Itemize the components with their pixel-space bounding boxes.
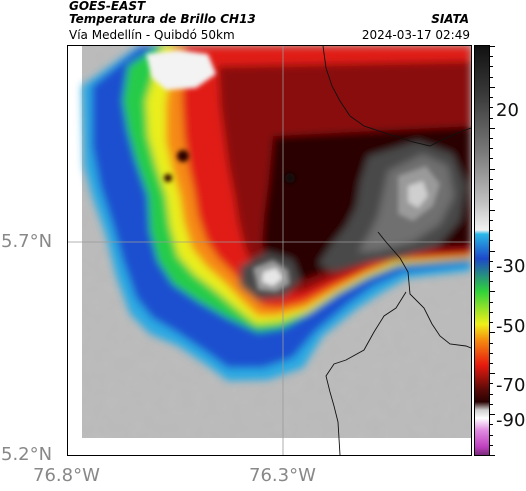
colorbar-tick-label: -90 bbox=[496, 410, 526, 431]
colorbar-tick-mark bbox=[490, 260, 493, 262]
colorbar-tick-mark bbox=[490, 444, 493, 446]
x-tick-label: 76.3°W bbox=[249, 465, 316, 486]
colorbar-tick-mark bbox=[490, 373, 495, 375]
colorbar-tick-mark bbox=[490, 291, 495, 293]
colorbar-tick-mark bbox=[490, 158, 493, 160]
colorbar-tick-mark bbox=[490, 403, 493, 405]
colorbar-tick-mark bbox=[490, 342, 493, 344]
colorbar-tick-mark bbox=[490, 383, 493, 385]
satellite-map[interactable] bbox=[67, 45, 472, 456]
boundary-line bbox=[322, 46, 471, 147]
colorbar-tick-mark bbox=[490, 393, 493, 395]
colorbar-tick-mark bbox=[490, 56, 493, 58]
colorbar-tick-mark bbox=[490, 148, 493, 150]
colorbar-tick-mark bbox=[490, 362, 493, 364]
colorbar-tick-mark bbox=[490, 86, 495, 88]
colorbar-tick-mark bbox=[490, 127, 495, 129]
colorbar-tick-mark bbox=[490, 76, 493, 78]
colorbar-tick-mark bbox=[490, 209, 495, 211]
colorbar-tick-mark bbox=[490, 199, 493, 201]
colorbar-tick-mark bbox=[490, 46, 495, 47]
colorbar-tick-mark bbox=[490, 311, 493, 313]
x-tick-label: 76.8°W bbox=[33, 465, 100, 486]
colorbar-tick-mark bbox=[490, 301, 493, 303]
boundary-line bbox=[325, 291, 407, 455]
colorbar-tick-mark bbox=[490, 107, 493, 109]
colorbar-tick-label: -30 bbox=[496, 256, 526, 277]
colorbar-tick-mark bbox=[490, 322, 493, 324]
colorbar-tick-mark bbox=[490, 352, 493, 354]
y-tick-label: 5.2°N bbox=[1, 444, 53, 465]
colorbar-tick-mark bbox=[490, 414, 495, 416]
colorbar-tick-label: -70 bbox=[496, 375, 526, 396]
y-tick-label: 5.7°N bbox=[1, 231, 53, 252]
brightness-temperature-field bbox=[68, 46, 471, 455]
satellite-title: GOES-EAST bbox=[69, 0, 146, 13]
colorbar-tick-mark bbox=[490, 66, 493, 68]
colorbar-tick-mark bbox=[490, 178, 493, 180]
colorbar-tick-mark bbox=[490, 117, 493, 119]
timestamp-label: 2024-03-17 02:49 bbox=[361, 28, 470, 42]
colorbar-tick-mark bbox=[490, 138, 493, 140]
colorbar-tick-mark bbox=[490, 97, 493, 99]
colorbar-tick-mark bbox=[490, 230, 493, 232]
colorbar-tick-mark bbox=[490, 455, 495, 456]
colorbar-tick-mark bbox=[490, 270, 493, 272]
colorbar-tick-mark bbox=[490, 219, 493, 221]
colorbar-tick-mark bbox=[490, 281, 493, 283]
colorbar-tick-label: -50 bbox=[496, 316, 526, 337]
colorbar-tick-mark bbox=[490, 189, 493, 191]
product-title: Temperatura de Brillo CH13 bbox=[69, 12, 256, 26]
colorbar bbox=[474, 45, 495, 456]
colorbar-tick-mark bbox=[490, 332, 495, 334]
organization-label: SIATA bbox=[431, 12, 469, 26]
colorbar-tick-mark bbox=[490, 434, 493, 436]
colorbar-tick-mark bbox=[490, 240, 493, 242]
colorbar-tick-mark bbox=[490, 250, 495, 252]
colorbar-tick-mark bbox=[490, 168, 495, 170]
route-subtitle: Vía Medellín - Quibdó 50km bbox=[69, 28, 235, 42]
colorbar-tick-label: 20 bbox=[496, 100, 519, 121]
colorbar-tick-mark bbox=[490, 424, 493, 426]
boundary-line bbox=[377, 231, 471, 349]
